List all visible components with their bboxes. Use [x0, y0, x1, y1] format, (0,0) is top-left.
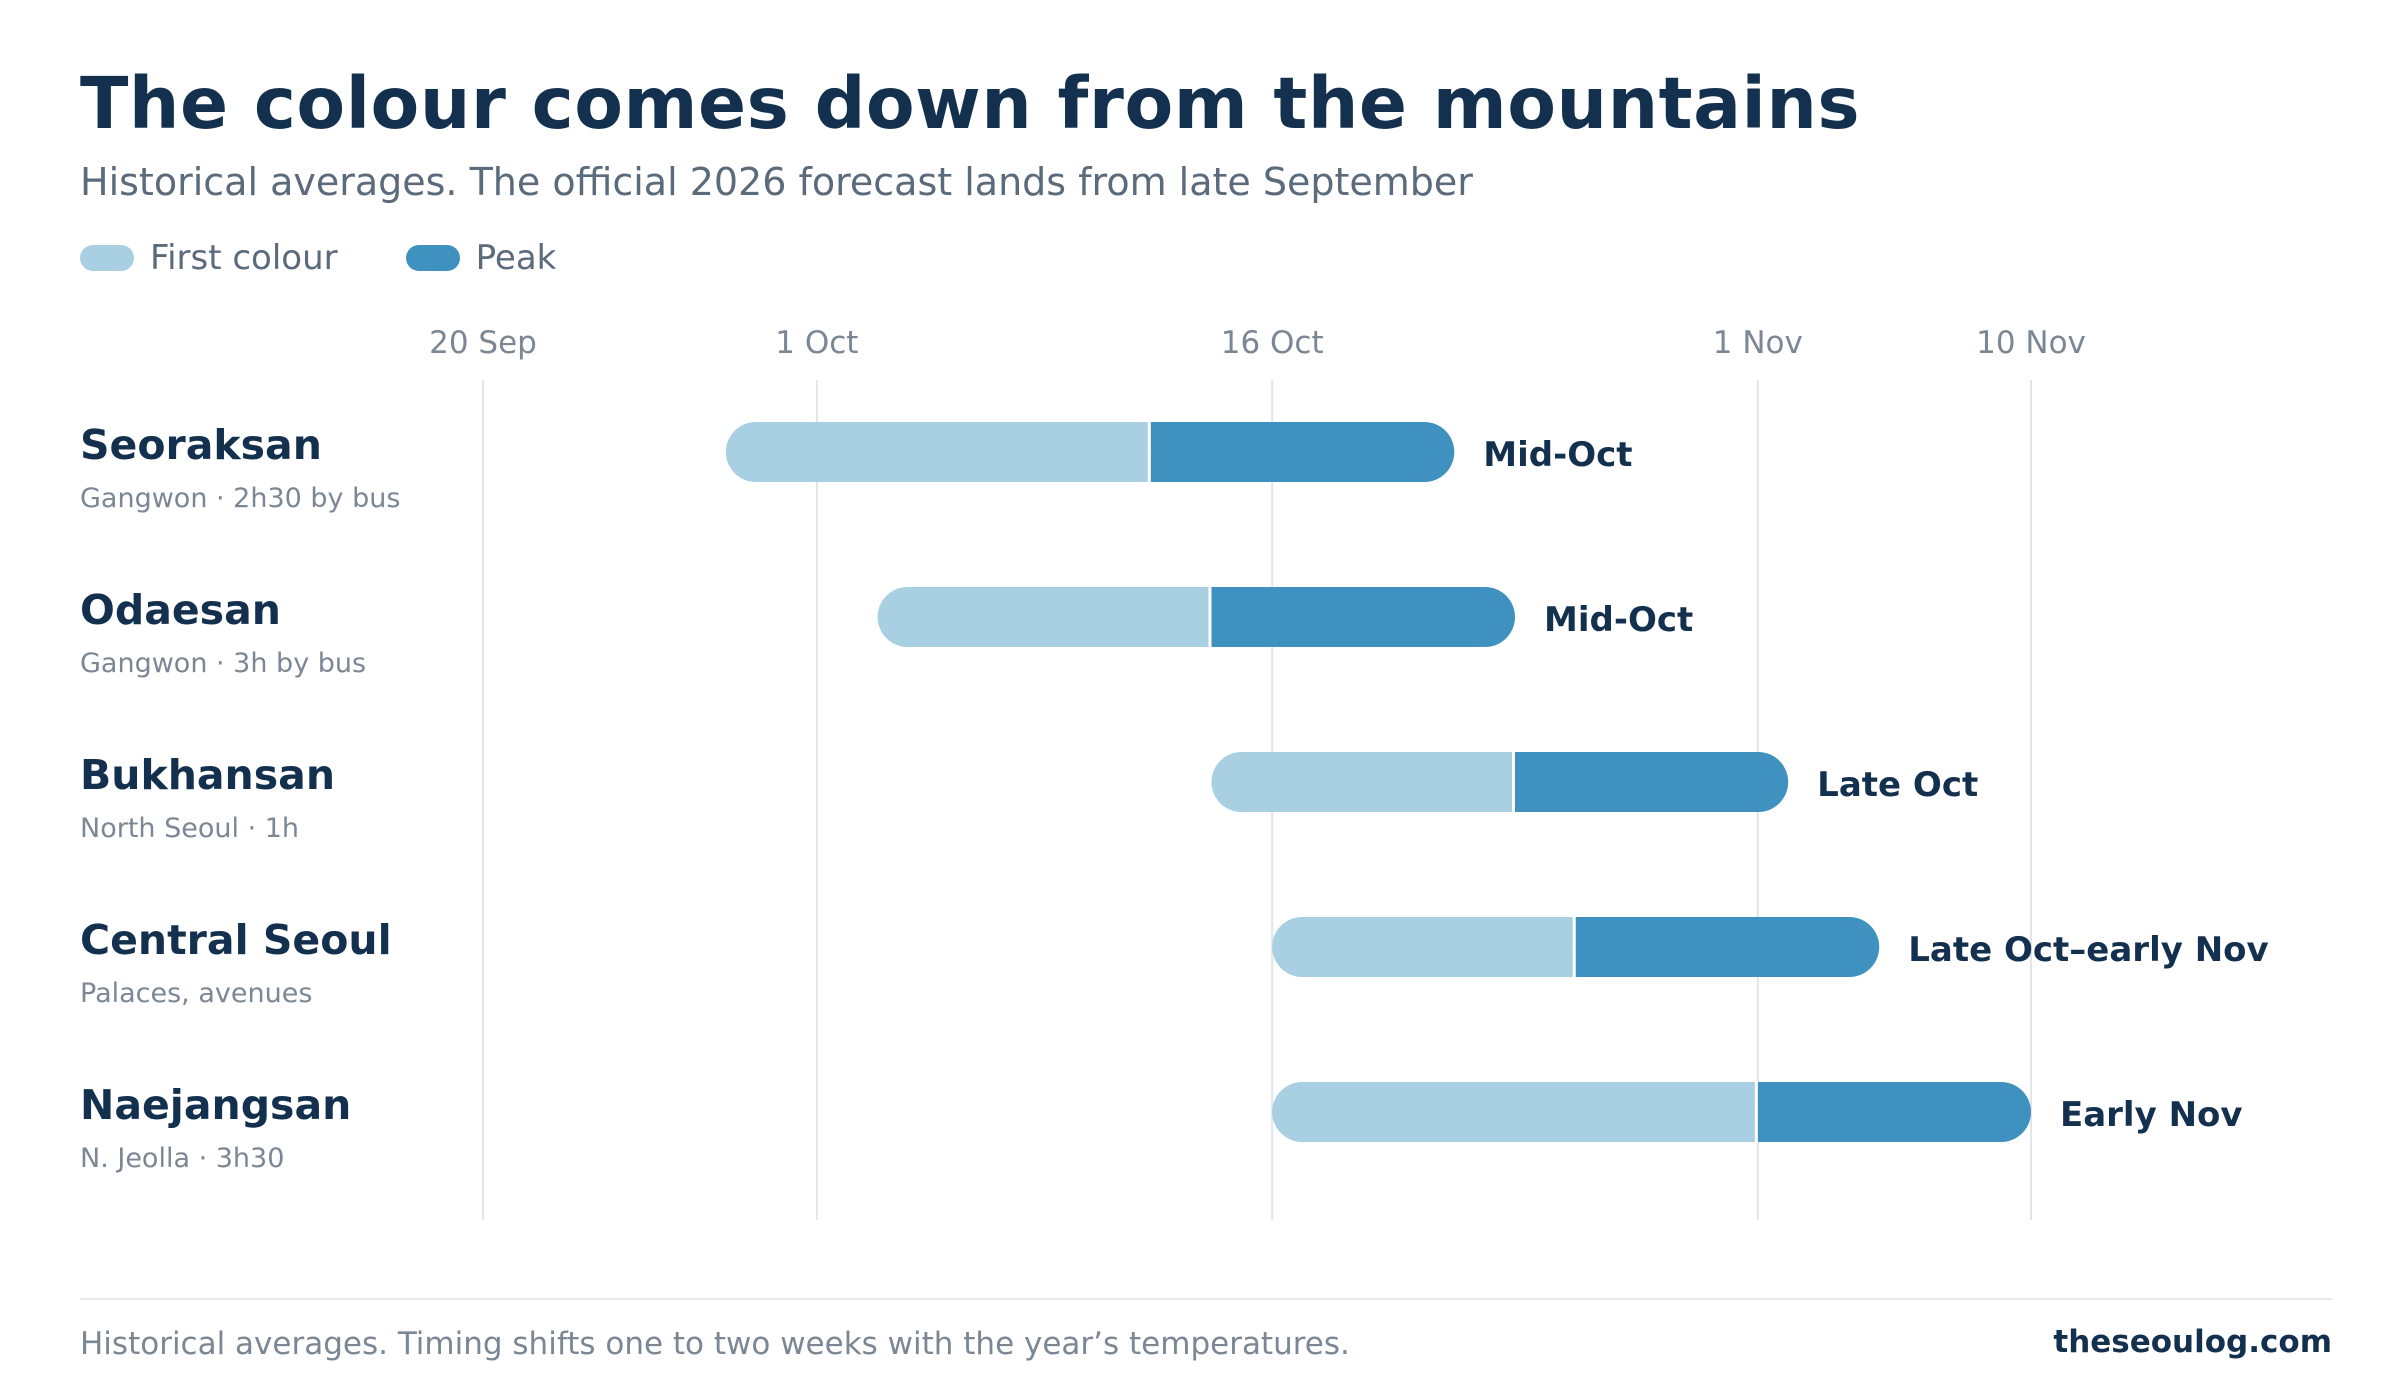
x-tick-label: 1 Nov [1713, 325, 1803, 361]
row-sublabel: Gangwon · 3h by bus [80, 648, 366, 679]
peak-bar-left-edge [1515, 752, 1545, 812]
legend: First colour Peak [80, 238, 624, 278]
legend-label-peak: Peak [475, 238, 557, 278]
x-tick-label: 1 Oct [775, 325, 858, 361]
peak-label: Late Oct [1817, 765, 1978, 805]
row-sublabel: North Seoul · 1h [80, 813, 299, 844]
footnote: Historical averages. Timing shifts one t… [80, 1326, 1350, 1362]
first-colour-bar [1272, 1082, 1798, 1142]
peak-label: Late Oct–early Nov [1908, 930, 2268, 970]
peak-label: Mid-Oct [1483, 435, 1632, 475]
row-sublabel: Palaces, avenues [80, 978, 312, 1009]
first-colour-bar [1272, 917, 1616, 977]
peak-bar [1211, 587, 1515, 647]
peak-bar-left-edge [1575, 917, 1606, 977]
legend-swatch-first-colour [80, 245, 134, 271]
timeline-chart: 20 Sep 1 Oct 16 Oct 1 Nov 10 Nov Seoraksan Gan… [80, 325, 2269, 1220]
legend-label-first-colour: First colour [150, 238, 338, 278]
peak-label: Early Nov [2060, 1095, 2243, 1135]
row-sublabel: N. Jeolla · 3h30 [80, 1143, 284, 1174]
peak-bar [1757, 1082, 2031, 1142]
row-sublabel: Gangwon · 2h30 by bus [80, 483, 400, 514]
peak-bar-left-edge [1211, 587, 1242, 647]
first-colour-bar [1211, 752, 1555, 812]
first-colour-bar [725, 422, 1191, 482]
x-tick-label: 10 Nov [1976, 325, 2086, 361]
x-tick-label: 16 Oct [1221, 325, 1324, 361]
peak-bar-left-edge [1757, 1082, 1788, 1142]
row-label: Naejangsan [80, 1081, 351, 1129]
legend-item-first-colour: First colour [80, 238, 338, 278]
chart-subtitle: Historical averages. The official 2026 f… [80, 160, 1473, 204]
site-credit: theseoulog.com [2053, 1324, 2332, 1360]
peak-label: Mid-Oct [1544, 600, 1693, 640]
footer-divider [80, 1298, 2332, 1300]
x-tick-label: 20 Sep [429, 325, 537, 361]
row-label: Seoraksan [80, 421, 322, 469]
peak-bar [1150, 422, 1455, 482]
peak-bar-left-edge [1150, 422, 1181, 482]
legend-item-peak: Peak [405, 238, 557, 278]
legend-swatch-peak [405, 245, 460, 271]
chart-title: The colour comes down from the mountains [80, 62, 1861, 145]
row-label: Bukhansan [80, 751, 335, 799]
peak-bar [1575, 917, 1880, 977]
row-label: Central Seoul [80, 916, 392, 964]
row-label: Odaesan [80, 586, 281, 634]
first-colour-bar [877, 587, 1252, 647]
peak-bar [1515, 752, 1789, 812]
